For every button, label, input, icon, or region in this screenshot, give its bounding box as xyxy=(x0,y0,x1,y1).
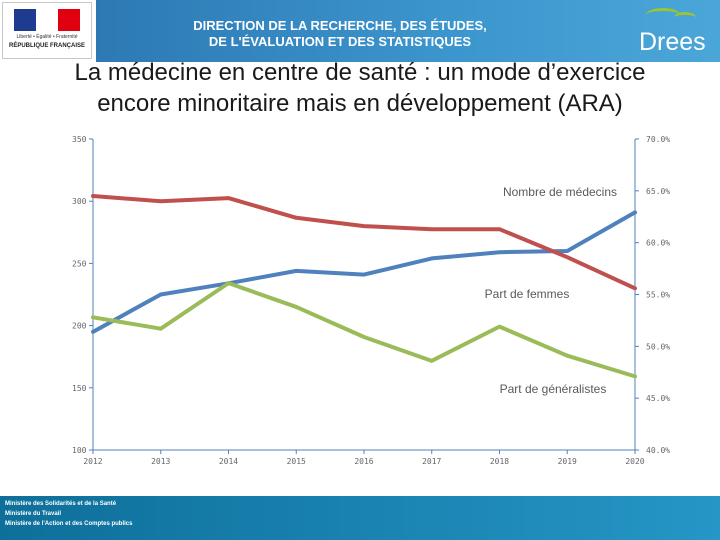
left-axis-tick-label: 350 xyxy=(72,135,87,144)
series-1-point xyxy=(295,270,297,272)
x-axis-tick-label: 2016 xyxy=(354,457,373,466)
line-chart: 100 150 200 250 300 350 40.0% 45.0% 50.0% 55.0% 60… xyxy=(72,135,670,466)
series-3-point xyxy=(92,316,94,318)
series-2-point xyxy=(499,228,500,230)
x-axis-tick-label: 2014 xyxy=(219,457,238,466)
series-line-1 xyxy=(91,210,637,334)
series-1-point xyxy=(160,294,162,295)
footer-band: Ministère des Solidarités et de la Santé… xyxy=(0,496,720,540)
x-axis-tick-label: 2012 xyxy=(83,457,102,466)
series-annotation-2: Part de femmes xyxy=(485,287,570,301)
series-3-point xyxy=(295,306,297,308)
series-2-point xyxy=(363,225,365,227)
left-axis-tick-label: 250 xyxy=(72,259,87,268)
right-axis-tick-label: 65.0% xyxy=(646,187,670,196)
left-axis-tick-label: 100 xyxy=(72,446,87,455)
footer-ministry-3: Ministère de l'Action et des Comptes pub… xyxy=(5,521,133,527)
right-axis-tick-label: 70.0% xyxy=(646,135,670,144)
drees-bird-icon-small xyxy=(674,12,696,23)
series-1-point xyxy=(92,331,94,333)
x-axis-tick-label: 2013 xyxy=(151,457,170,466)
series-2-point xyxy=(634,287,636,289)
x-axis-tick-label: 2020 xyxy=(625,457,644,466)
series-annotation-3: Part de généralistes xyxy=(500,382,607,396)
series-1-point xyxy=(566,250,568,252)
republique-francaise-logo: Liberté • Égalité • Fraternité RÉPUBLIQU… xyxy=(2,2,92,59)
series-2-point xyxy=(295,217,297,219)
footer-ministry-1: Ministère des Solidarités et de la Santé xyxy=(5,501,117,507)
series-2-point xyxy=(566,256,568,258)
logo-republic: RÉPUBLIQUE FRANÇAISE xyxy=(8,43,85,49)
series-3-point xyxy=(566,355,568,357)
series-2-point xyxy=(92,195,94,197)
series-annotation-1: Nombre de médecins xyxy=(503,185,617,199)
slide-title-line2: encore minoritaire mais en développement… xyxy=(97,90,623,117)
series-3-point xyxy=(160,328,162,330)
slide-title-line1: La médecine en centre de santé : un mode… xyxy=(74,59,646,86)
right-axis-tick-label: 60.0% xyxy=(646,239,670,248)
marianne-flag-icon xyxy=(14,9,80,31)
x-axis-tick-label: 2015 xyxy=(287,457,306,466)
slide-title: La médecine en centre de santé : un mode… xyxy=(40,57,680,119)
left-axis-tick-label: 300 xyxy=(72,197,87,206)
series-3-point xyxy=(363,336,365,338)
drees-bird-icon xyxy=(646,8,680,22)
series-3-point xyxy=(634,375,636,377)
x-axis-tick-label: 2019 xyxy=(558,457,577,466)
logo-motto: Liberté • Égalité • Fraternité xyxy=(16,34,78,40)
series-1-point xyxy=(363,274,365,276)
footer-ministry-2: Ministère du Travail xyxy=(5,511,62,517)
x-axis-tick-label: 2017 xyxy=(422,457,441,466)
series-1-point xyxy=(499,251,500,253)
series-2-point xyxy=(160,200,162,202)
series-3-point xyxy=(499,326,500,328)
x-axis-tick-label: 2018 xyxy=(490,457,509,466)
right-axis-tick-label: 40.0% xyxy=(646,446,670,455)
series-2-point xyxy=(431,228,433,230)
right-axis-tick-label: 55.0% xyxy=(646,291,670,300)
header-banner: DIRECTION DE LA RECHERCHE, DES ÉTUDES, D… xyxy=(96,0,720,62)
drees-brand: Drees xyxy=(639,28,706,56)
banner-title-line1: DIRECTION DE LA RECHERCHE, DES ÉTUDES, xyxy=(193,18,487,33)
left-axis-tick-label: 200 xyxy=(72,322,87,331)
series-3-point xyxy=(431,360,433,362)
banner-title-line2: DE L'ÉVALUATION ET DES STATISTIQUES xyxy=(208,34,472,49)
series-1-point xyxy=(634,211,636,213)
series-3-point xyxy=(228,282,229,284)
series-1-point xyxy=(431,257,433,259)
right-axis-tick-label: 50.0% xyxy=(646,342,670,351)
series-2-point xyxy=(228,197,229,199)
left-axis-tick-label: 150 xyxy=(72,384,87,393)
right-axis-tick-label: 45.0% xyxy=(646,394,670,403)
